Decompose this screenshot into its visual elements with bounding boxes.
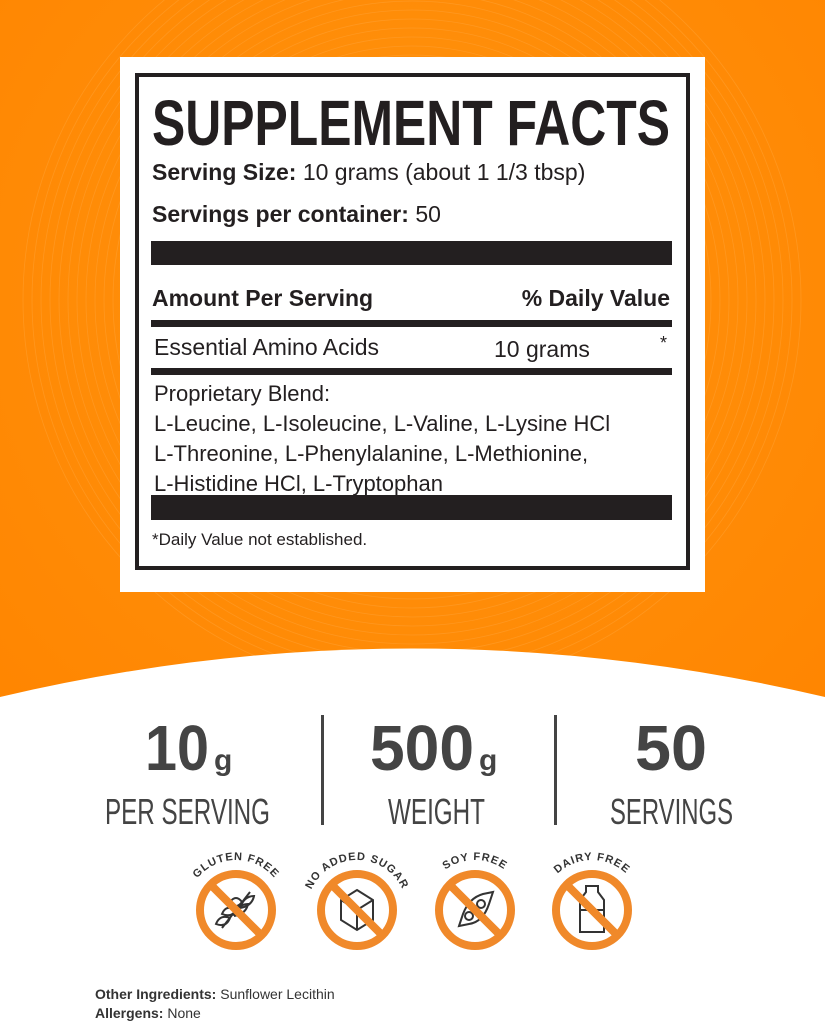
background-ring — [85, 0, 739, 627]
servings-label: Servings per container: — [152, 201, 409, 227]
prohibited-icon — [196, 870, 276, 950]
serving-size-label: Serving Size: — [152, 159, 297, 185]
stat-value: 10 — [145, 712, 209, 784]
prohibited-slash — [329, 882, 385, 938]
divider — [151, 368, 672, 375]
stat-divider — [554, 715, 557, 825]
supplement-facts-panel: SUPPLEMENT FACTS Serving Size: 10 grams … — [120, 57, 705, 592]
ingredients-value: Sunflower Lecithin — [220, 986, 335, 1002]
blend-line: L-Leucine, L-Isoleucine, L-Valine, L-Lys… — [154, 411, 611, 436]
prohibited-slash — [447, 882, 503, 938]
background-ring — [112, 0, 712, 600]
blend-line: L-Threonine, L-Phenylalanine, L-Methioni… — [154, 441, 589, 466]
badges: GLUTEN FREE NO ADDED SUGAR SOY FREE DAIR… — [191, 851, 632, 950]
background-ring — [67, 0, 757, 645]
badge-dairy-free: DAIRY FREE — [552, 851, 632, 950]
badge-gluten-free: GLUTEN FREE — [191, 851, 280, 950]
stat-unit: g — [214, 744, 232, 777]
row-name: Essential Amino Acids — [154, 334, 380, 360]
allergens-value: None — [167, 1005, 201, 1021]
thick-divider — [151, 495, 672, 520]
badge-no-added-sugar: NO ADDED SUGAR — [303, 851, 410, 950]
background-ring — [94, 0, 730, 618]
blend-line: Proprietary Blend: — [154, 381, 331, 406]
background-ring — [103, 0, 721, 609]
serving-size-value: 10 grams (about 1 1/3 tbsp) — [302, 159, 586, 185]
row-amount: 10 grams — [494, 336, 590, 362]
footnote: *Daily Value not established. — [152, 530, 368, 549]
thick-divider — [151, 241, 672, 265]
stat-label: SERVINGS — [610, 791, 733, 832]
svg-text:SUPPLEMENT FACTS: SUPPLEMENT FACTS — [152, 87, 670, 153]
stat-label: PER SERVING — [105, 791, 270, 832]
prohibited-icon — [435, 870, 515, 950]
facts-border — [135, 73, 690, 570]
amount-header: Amount Per Serving — [152, 285, 374, 311]
servings-value: 50 — [415, 201, 441, 227]
stat-value: 500 — [370, 712, 474, 784]
stat-divider — [321, 715, 324, 825]
allergens-label: Allergens: — [95, 1005, 164, 1021]
ingredients-label: Other Ingredients: — [95, 986, 217, 1002]
row-dv: * — [660, 333, 668, 353]
divider — [151, 320, 672, 327]
prohibited-icon — [552, 870, 632, 950]
prohibited-slash — [208, 882, 264, 938]
facts-title: SUPPLEMENT FACTS — [152, 87, 670, 153]
stat-per-serving: 10 g PER SERVING — [105, 712, 270, 832]
badge-label: SOY FREE — [441, 851, 510, 872]
prohibited-slash — [564, 882, 620, 938]
stats-row: 10 g PER SERVING 500 g WEIGHT 50 SERVINGS — [105, 712, 733, 832]
stat-unit: g — [479, 744, 497, 777]
dv-header: % Daily Value — [521, 285, 670, 311]
stat-weight: 500 g WEIGHT — [370, 712, 497, 832]
badge-soy-free: SOY FREE — [435, 851, 515, 950]
stat-label: WEIGHT — [388, 791, 485, 832]
stat-value: 50 — [635, 712, 707, 784]
blend-line: L-Histidine HCl, L-Tryptophan — [154, 471, 443, 496]
stat-servings: 50 SERVINGS — [610, 712, 733, 832]
background-ring — [76, 0, 748, 636]
prohibited-icon — [317, 870, 397, 950]
